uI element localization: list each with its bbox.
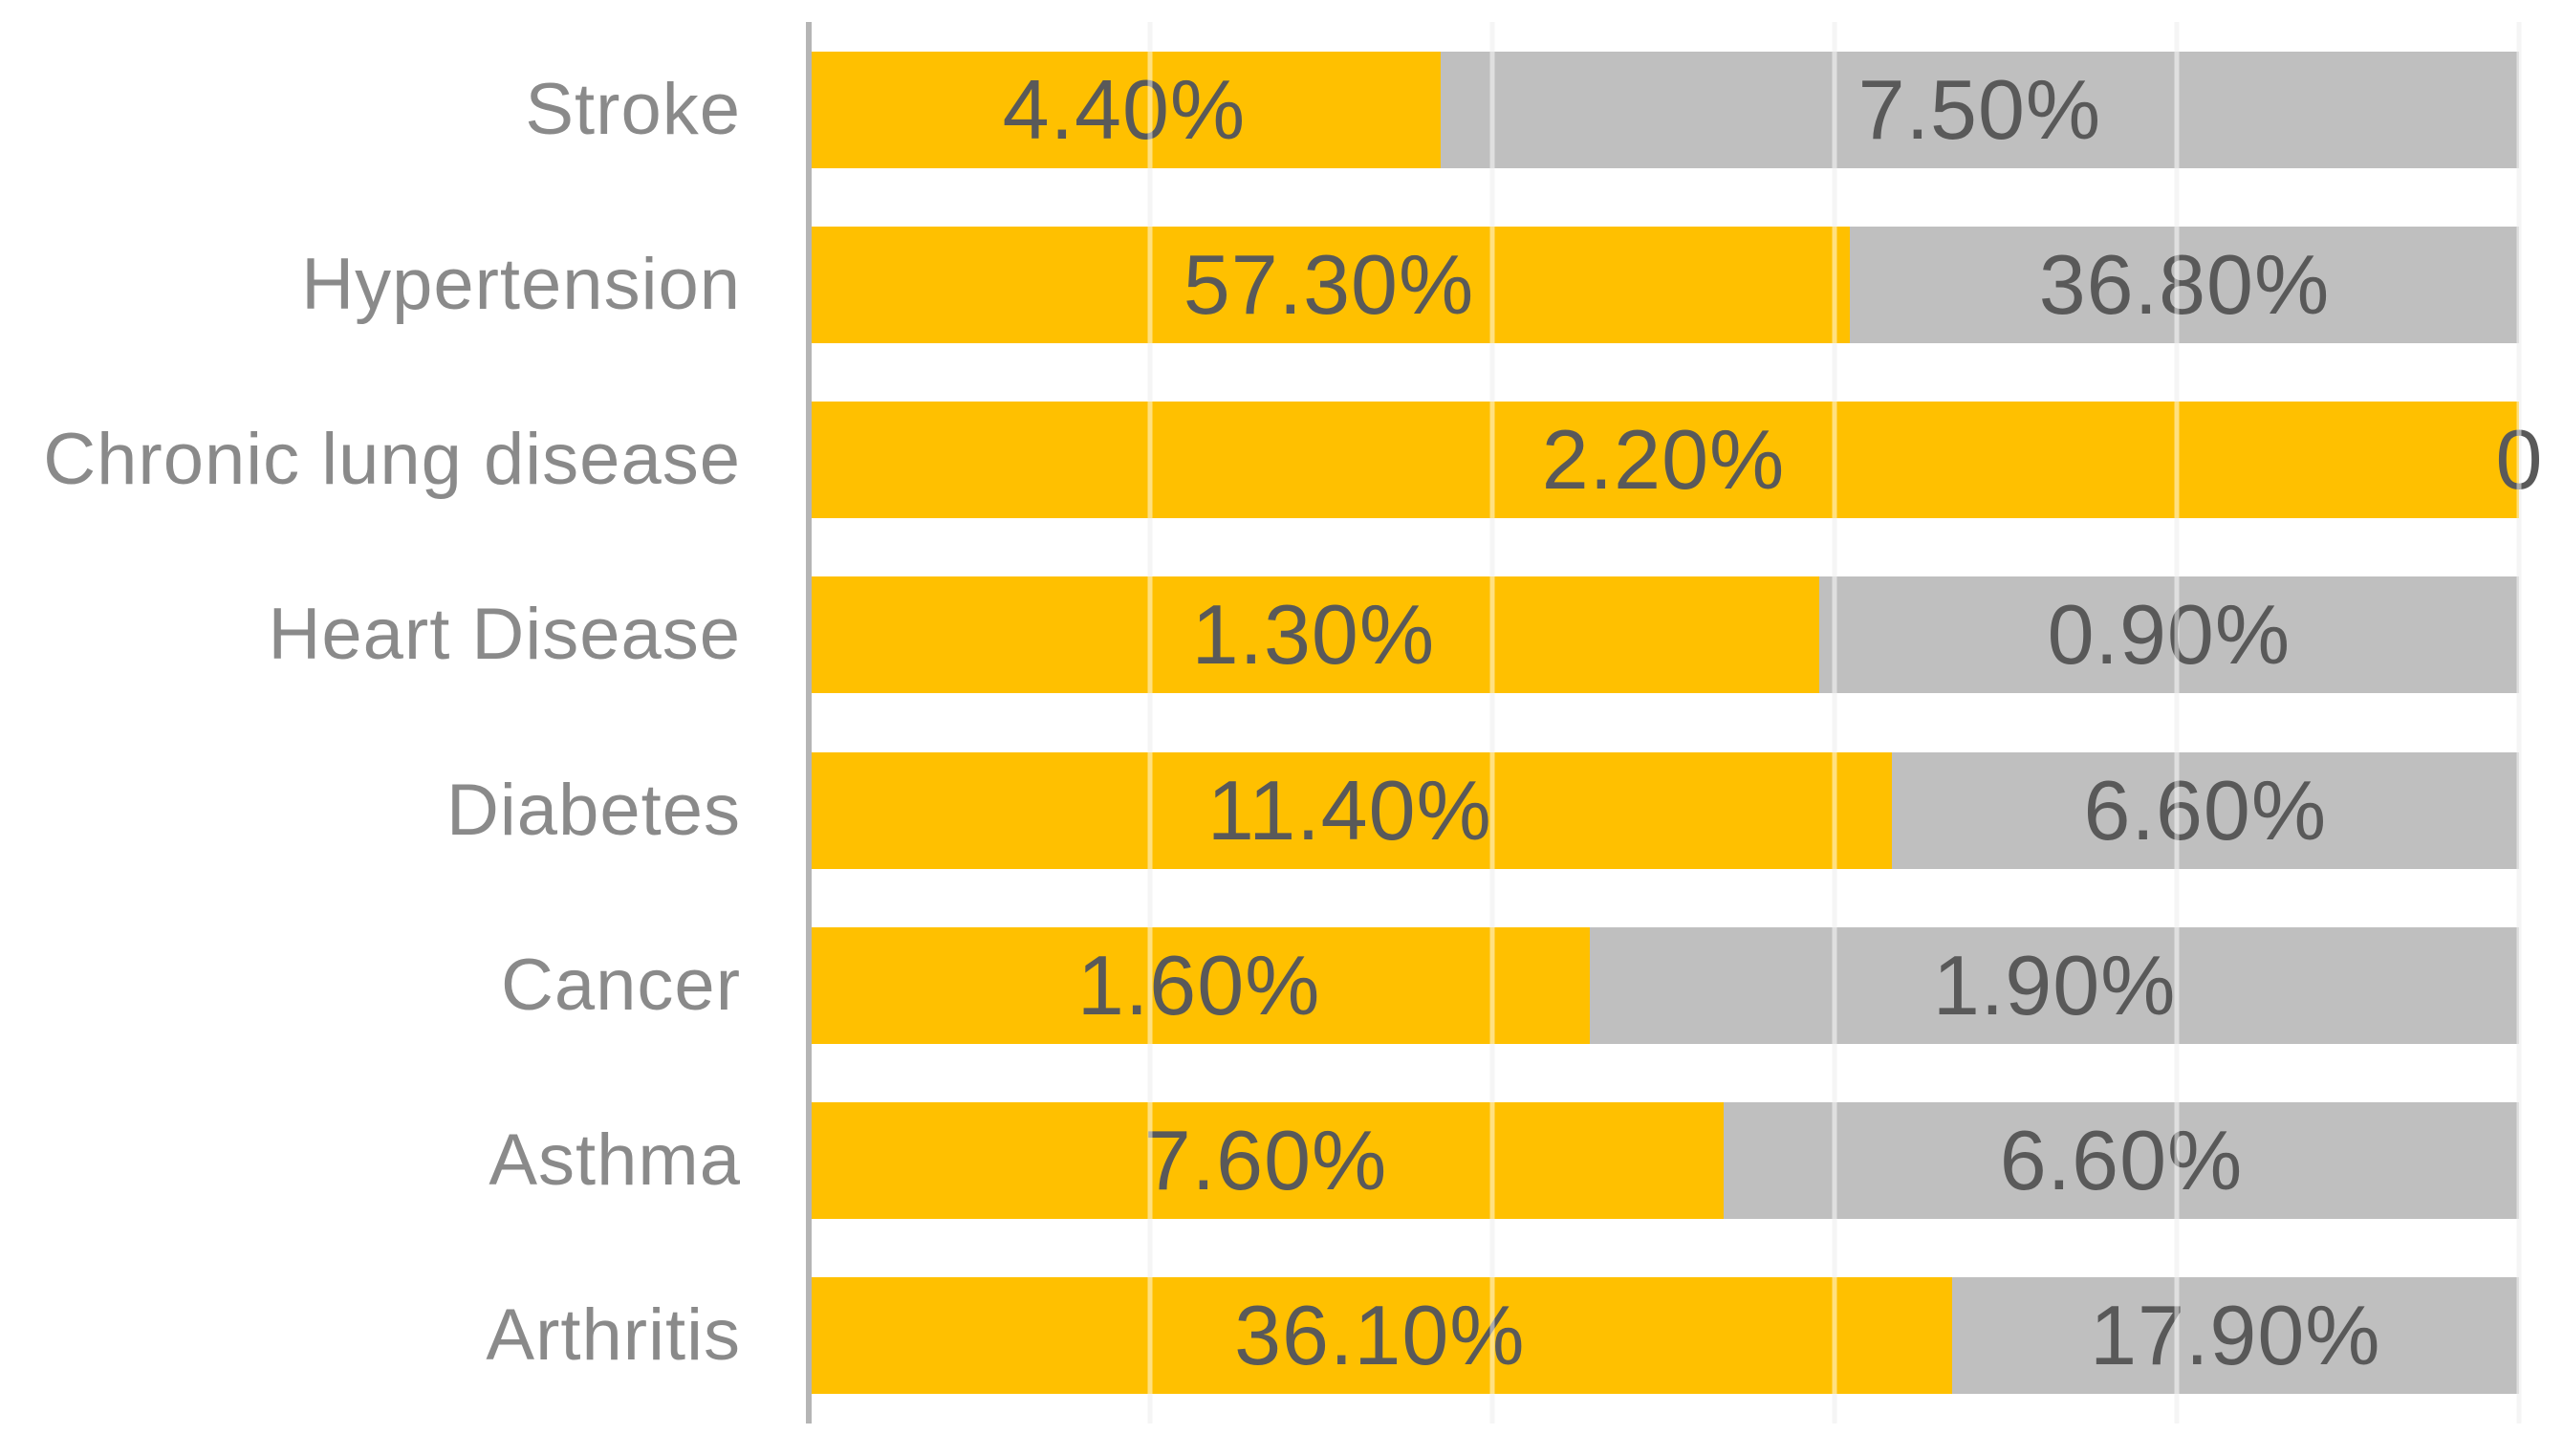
bar-track: 11.40% 6.60% bbox=[808, 723, 2519, 898]
data-label: 4.40% bbox=[1002, 61, 1247, 157]
category-label: Arthritis bbox=[486, 1294, 741, 1377]
bar-track: 2.20% 0 bbox=[808, 373, 2542, 548]
category-label: Diabetes bbox=[446, 769, 741, 851]
category-label: Stroke bbox=[525, 68, 741, 150]
bar-row: Heart Disease 1.30% 0.90% bbox=[0, 548, 2563, 723]
data-label: 1.90% bbox=[1932, 937, 2177, 1032]
bar-track: 1.60% 1.90% bbox=[808, 898, 2519, 1073]
bar-track: 36.10% 17.90% bbox=[808, 1249, 2519, 1423]
category-label: Asthma bbox=[489, 1119, 741, 1202]
category-label-cell: Diabetes bbox=[0, 723, 808, 898]
category-label-cell: Chronic lung disease bbox=[0, 373, 808, 548]
data-label: 7.50% bbox=[1857, 61, 2102, 157]
bar-row: Diabetes 11.40% 6.60% bbox=[0, 723, 2563, 898]
data-label: 57.30% bbox=[1183, 236, 1475, 332]
category-label-cell: Stroke bbox=[0, 22, 808, 197]
stacked-bar: 36.10% 17.90% bbox=[808, 1277, 2519, 1395]
bar-track: 57.30% 36.80% bbox=[808, 197, 2519, 372]
data-label: 2.20% bbox=[1541, 412, 1786, 508]
bar-segment-yellow: 36.10% bbox=[808, 1277, 1952, 1395]
stacked-bar: 57.30% 36.80% bbox=[808, 226, 2519, 343]
stacked-bar: 2.20% 0 bbox=[808, 402, 2542, 519]
bar-track: 4.40% 7.50% bbox=[808, 22, 2519, 197]
stacked-bar: 1.30% 0.90% bbox=[808, 576, 2519, 694]
data-label: 1.30% bbox=[1191, 587, 1436, 683]
bar-segment-yellow: 1.60% bbox=[808, 926, 1591, 1044]
bar-segment-gray: 6.60% bbox=[1724, 1102, 2519, 1220]
category-label-cell: Heart Disease bbox=[0, 548, 808, 723]
category-label: Heart Disease bbox=[268, 594, 741, 676]
stacked-bar: 1.60% 1.90% bbox=[808, 926, 2519, 1044]
bar-track: 1.30% 0.90% bbox=[808, 548, 2519, 723]
category-label-cell: Cancer bbox=[0, 898, 808, 1073]
bar-segment-gray: 7.50% bbox=[1440, 51, 2519, 168]
category-label-cell: Hypertension bbox=[0, 197, 808, 372]
zero-data-label: 0 bbox=[2495, 412, 2543, 508]
data-label: 17.90% bbox=[2090, 1288, 2381, 1383]
data-label: 36.10% bbox=[1234, 1288, 1526, 1383]
category-label: Chronic lung disease bbox=[43, 419, 741, 501]
category-label-cell: Arthritis bbox=[0, 1249, 808, 1423]
bar-segment-yellow: 7.60% bbox=[808, 1102, 1725, 1220]
category-label-cell: Asthma bbox=[0, 1074, 808, 1249]
stacked-bar: 7.60% 6.60% bbox=[808, 1102, 2519, 1220]
bar-row: Cancer 1.60% 1.90% bbox=[0, 898, 2563, 1073]
bar-segment-yellow: 11.40% bbox=[808, 751, 1892, 869]
stacked-bar-chart: Stroke 4.40% 7.50% Hypertension 57.30% 36.80%… bbox=[0, 22, 2563, 1423]
bar-segment-yellow: 4.40% bbox=[808, 51, 1441, 168]
y-axis-line bbox=[806, 22, 812, 1423]
bar-segment-gray: 0.90% bbox=[1818, 576, 2519, 694]
category-label: Hypertension bbox=[301, 243, 741, 325]
bar-segment-yellow: 2.20% bbox=[808, 402, 2519, 519]
bar-track: 7.60% 6.60% bbox=[808, 1074, 2519, 1249]
bar-row: Chronic lung disease 2.20% 0 bbox=[0, 373, 2563, 548]
bar-row: Hypertension 57.30% 36.80% bbox=[0, 197, 2563, 372]
bar-segment-gray: 17.90% bbox=[1951, 1277, 2519, 1395]
data-label: 6.60% bbox=[2083, 762, 2328, 858]
bar-segment-yellow: 1.30% bbox=[808, 576, 1819, 694]
data-label: 7.60% bbox=[1143, 1113, 1388, 1208]
bar-segment-yellow: 57.30% bbox=[808, 226, 1850, 343]
bar-rows: Stroke 4.40% 7.50% Hypertension 57.30% 36.80%… bbox=[0, 22, 2563, 1423]
category-label: Cancer bbox=[501, 944, 741, 1026]
bar-row: Asthma 7.60% 6.60% bbox=[0, 1074, 2563, 1249]
bar-segment-gray: 36.80% bbox=[1849, 226, 2519, 343]
data-label: 36.80% bbox=[2038, 236, 2331, 332]
data-label: 1.60% bbox=[1076, 937, 1321, 1032]
bar-row: Stroke 4.40% 7.50% bbox=[0, 22, 2563, 197]
data-label: 6.60% bbox=[1999, 1113, 2244, 1208]
bar-segment-gray: 6.60% bbox=[1891, 751, 2519, 869]
bar-row: Arthritis 36.10% 17.90% bbox=[0, 1249, 2563, 1423]
data-label: 0.90% bbox=[2047, 587, 2291, 683]
data-label: 11.40% bbox=[1206, 762, 1492, 858]
stacked-bar: 11.40% 6.60% bbox=[808, 751, 2519, 869]
bar-segment-gray: 1.90% bbox=[1590, 926, 2519, 1044]
stacked-bar: 4.40% 7.50% bbox=[808, 51, 2519, 168]
